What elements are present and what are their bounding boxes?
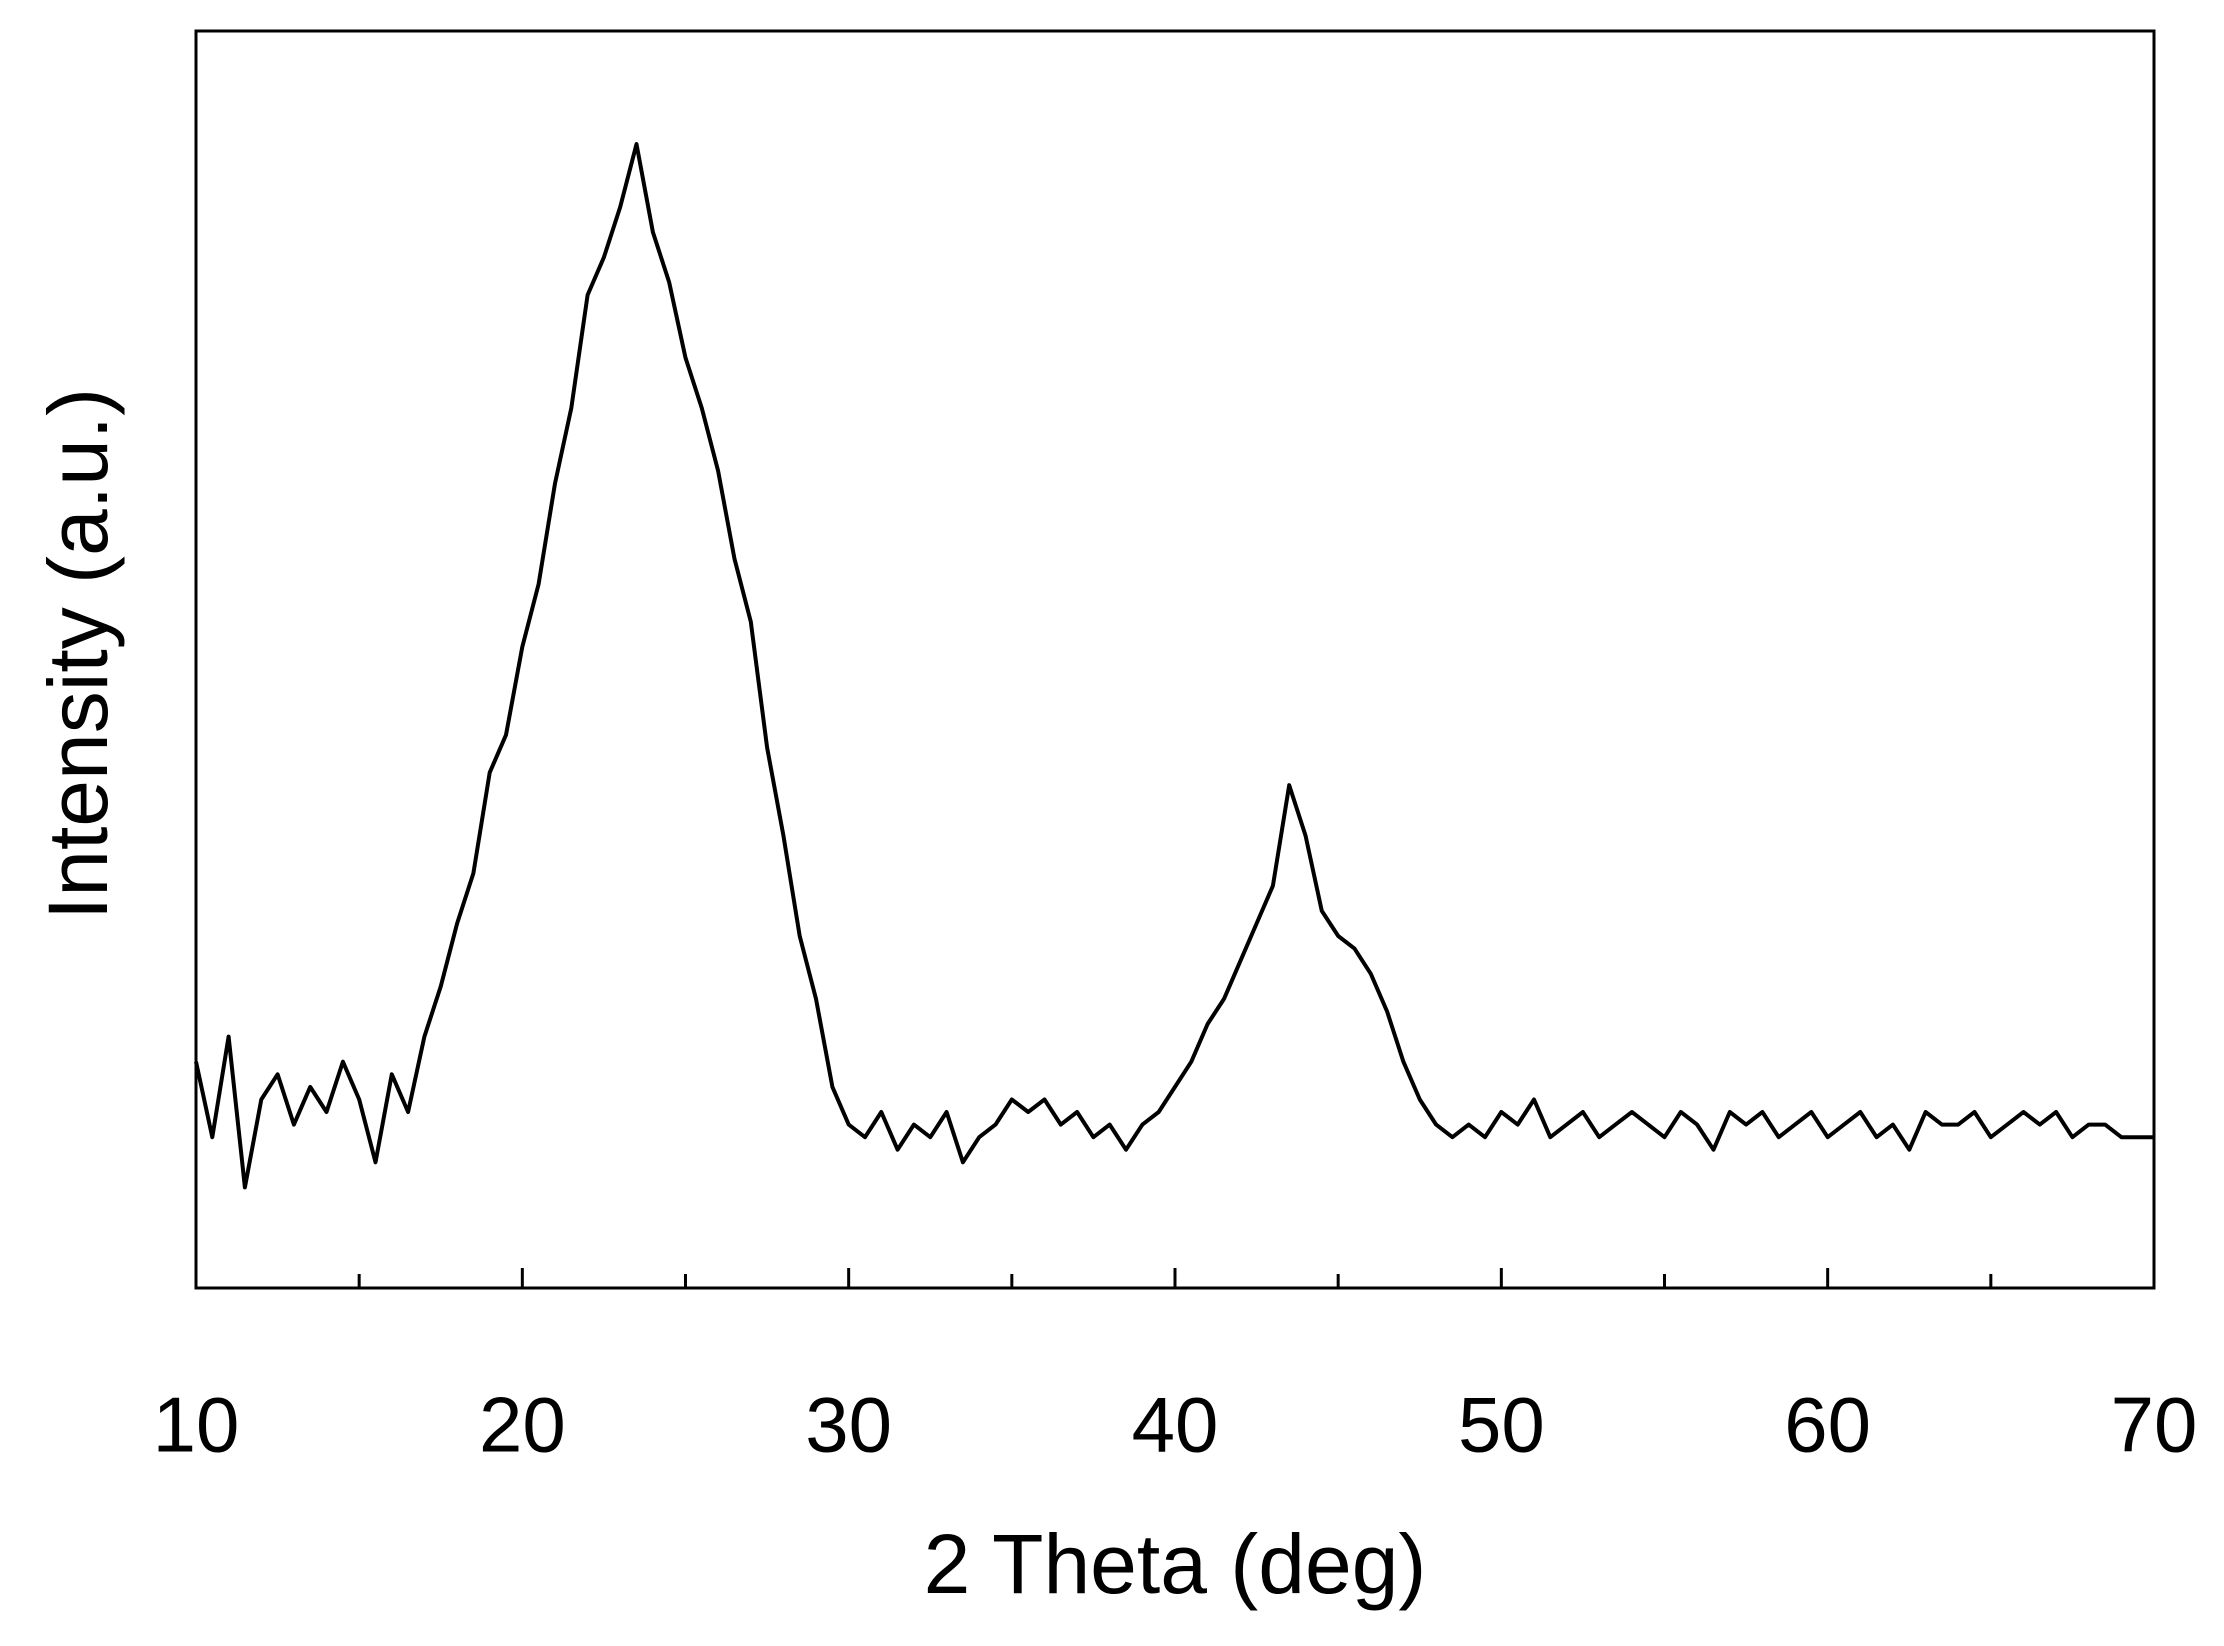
x-tick-label: 30 [805, 1381, 892, 1469]
x-tick-label: 70 [2111, 1381, 2198, 1469]
x-tick-label: 50 [1458, 1381, 1545, 1469]
x-tick-label: 60 [1784, 1381, 1871, 1469]
plot-frame [194, 29, 2156, 1290]
x-tick-label: 40 [1132, 1381, 1219, 1469]
x-axis-title: 2 Theta (deg) [924, 1517, 1427, 1611]
x-tick-label: 20 [479, 1381, 566, 1469]
y-axis-title: Intensity (a.u.) [31, 388, 125, 920]
x-tick-label: 10 [153, 1381, 240, 1469]
data-line [194, 142, 2154, 1190]
